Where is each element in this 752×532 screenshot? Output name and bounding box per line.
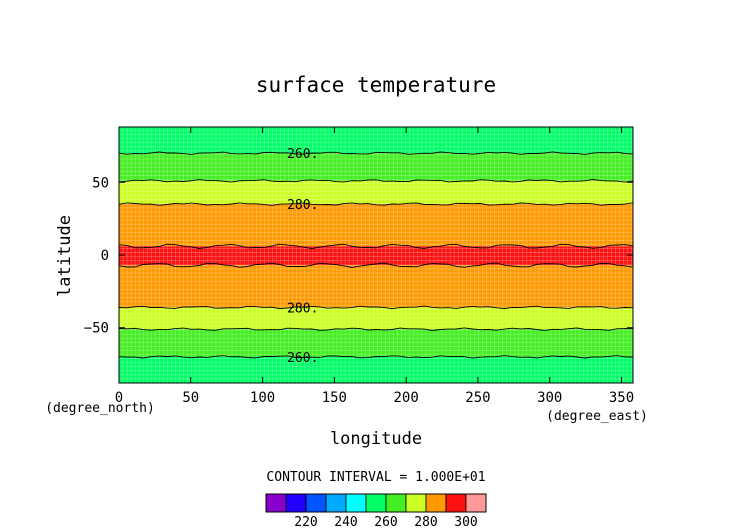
- contour-line-0: [118, 151, 634, 155]
- y-units-label: (degree_north): [45, 401, 155, 416]
- band-2: [119, 180, 633, 205]
- x-units-label: (degree_east): [546, 409, 648, 424]
- contour-line-5: [118, 305, 634, 310]
- colorbar-label: 220: [294, 515, 317, 530]
- colorbar-label: 240: [334, 515, 357, 530]
- colorbar-swatch-7: [405, 493, 427, 513]
- x-tick-label: 350: [609, 390, 634, 406]
- x-tick-label: 50: [182, 390, 199, 406]
- contour-line-1: [118, 179, 634, 183]
- y-axis-ticks: −50 0 50: [84, 175, 633, 337]
- colorbar-label: 280: [414, 515, 437, 530]
- x-tick-label: 100: [250, 390, 275, 406]
- contour-labels: 260. 280. 280. 260.: [287, 147, 318, 366]
- contour-line-4: [118, 262, 634, 268]
- band-5: [119, 265, 633, 308]
- x-tick-label: 0: [115, 390, 123, 406]
- contour-label-1: 280.: [287, 198, 318, 213]
- colorbar-frame: [265, 493, 487, 513]
- colorbar-swatch-1: [285, 493, 307, 513]
- contour-line-3: [118, 243, 634, 250]
- contour-line-6: [118, 327, 634, 331]
- contour-lines: [118, 151, 634, 359]
- band-1: [119, 153, 633, 181]
- band-3: [119, 204, 633, 247]
- x-tick-label: 200: [394, 390, 419, 406]
- contour-line-7: [118, 355, 634, 359]
- band-0: [119, 127, 633, 154]
- colorbar-swatch-9: [445, 493, 467, 513]
- colorbar-swatch-3: [325, 493, 347, 513]
- x-tick-label: 150: [322, 390, 347, 406]
- colorbar-swatch-8: [425, 493, 447, 513]
- colorbar-swatch-6: [385, 493, 407, 513]
- y-tick-label: 50: [92, 175, 109, 191]
- contour-interval-text: CONTOUR INTERVAL = 1.000E+01: [266, 470, 485, 485]
- colorbar-swatch-10: [465, 493, 487, 513]
- colorbar-swatch-0: [265, 493, 287, 513]
- x-axis-ticks: 0 50 100 150 200 250 300 350: [115, 127, 634, 406]
- contour-label-3: 260.: [287, 351, 318, 366]
- y-axis-label: latitude: [55, 215, 75, 297]
- band-6: [119, 307, 633, 330]
- band-8: [119, 356, 633, 383]
- colorbar: 220 240 260 280 300: [265, 493, 487, 530]
- y-tick-label: 0: [101, 248, 109, 264]
- colorbar-swatch-2: [305, 493, 327, 513]
- contour-label-0: 260.: [287, 147, 318, 162]
- x-axis-label: longitude: [330, 429, 422, 449]
- colorbar-swatch-4: [345, 493, 367, 513]
- colorbar-swatch-5: [365, 493, 387, 513]
- colorbar-label: 300: [454, 515, 477, 530]
- x-tick-label: 300: [537, 390, 562, 406]
- band-4: [119, 246, 633, 266]
- temperature-bands: [119, 127, 633, 383]
- contour-label-2: 280.: [287, 301, 318, 316]
- plot-grid: [118, 127, 633, 384]
- band-7: [119, 329, 633, 357]
- y-tick-label: −50: [84, 321, 109, 337]
- contour-line-2: [118, 202, 634, 206]
- x-tick-label: 250: [465, 390, 490, 406]
- chart-title: surface temperature: [256, 73, 496, 97]
- colorbar-label: 260: [374, 515, 397, 530]
